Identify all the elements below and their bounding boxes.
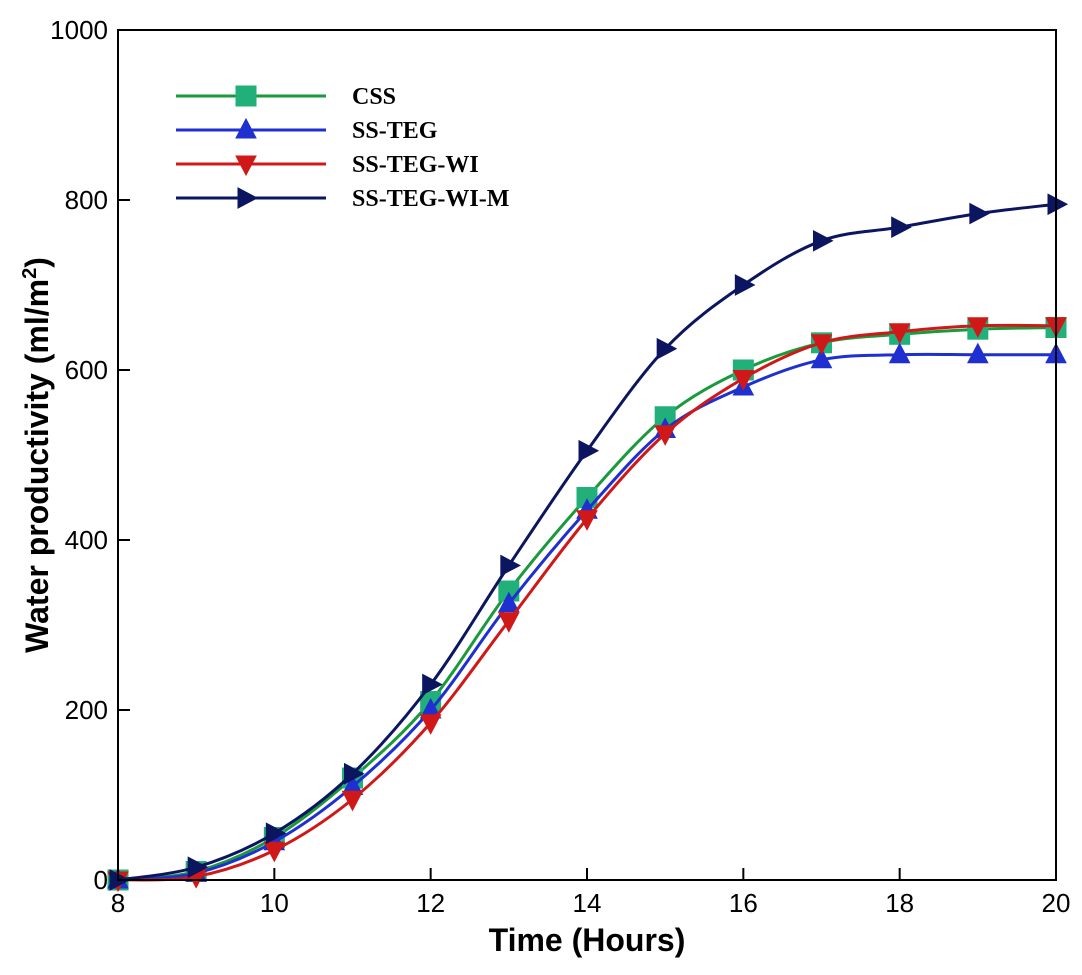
y-axis-title-close: ) [19,257,55,268]
data-point-ss-teg-wi [576,510,598,531]
y-tick-label: 800 [65,185,108,215]
y-axis-title-main: Water productivity (ml/m [19,279,55,653]
data-point-ss-teg-wi-m [500,554,521,577]
data-point-ss-teg-wi [498,612,520,633]
data-point-ss-teg-wi [967,317,989,338]
data-point-ss-teg [967,342,989,364]
data-point-ss-teg-wi [263,841,286,863]
y-axis-title: Water productivity (ml/m2) [19,257,55,653]
legend-label: SS-TEG [352,118,438,144]
plot-frame [117,29,1057,881]
data-point-ss-teg [810,347,833,369]
data-point-ss-teg-wi-m [578,439,600,462]
data-point-ss-teg-wi [341,790,364,812]
y-tick-label: 400 [65,525,108,555]
data-point-ss-teg-wi [654,425,676,446]
data-point-ss-teg-wi [888,323,911,344]
x-tick-label: 16 [729,888,758,918]
data-point-ss-teg-wi-m [265,822,287,845]
data-point-ss-teg-wi-m [891,216,912,239]
x-tick-label: 18 [885,888,914,918]
legend-item-ss-teg: SS-TEG [176,117,438,144]
data-point-ss-teg-wi-m [656,337,678,360]
x-tick-label: 14 [573,888,602,918]
data-point-ss-teg-wi-m [813,229,834,252]
data-point-ss-teg-wi-m [422,673,443,696]
legend-marker [235,117,257,139]
data-point-ss-teg-wi-m [969,202,990,225]
legend-label: SS-TEG-WI-M [352,186,509,212]
y-tick-label: 1000 [50,15,108,45]
legend-item-ss-teg-wi: SS-TEG-WI [176,152,479,178]
legend-marker [235,155,257,177]
legend-marker [237,187,259,209]
y-tick-label: 0 [94,865,108,895]
series-ss-teg-wi-m [109,193,1069,891]
x-axis-title: Time (Hours) [489,922,686,958]
y-axis-title-superscript: 2 [19,268,41,279]
data-point-ss-teg-wi [732,370,755,391]
data-point-ss-teg [888,342,911,364]
x-tick-label: 20 [1042,888,1071,918]
data-point-ss-teg [498,591,520,613]
series-layer [107,193,1069,893]
data-point-ss-teg-wi-m [344,762,365,785]
legend-item-ss-teg-wi-m: SS-TEG-WI-M [176,186,509,212]
legend-label: CSS [352,84,396,110]
data-point-ss-teg-wi-m [187,856,209,879]
x-tick-label: 10 [260,888,289,918]
x-tick-label: 12 [416,888,445,918]
data-point-ss-teg-wi [810,334,833,355]
data-point-ss-teg-wi-m [734,274,756,296]
data-point-ss-teg-wi [419,714,442,735]
legend-item-css: CSS [176,84,396,110]
y-tick-label: 200 [65,695,108,725]
legend: CSS SS-TEG SS-TEG-WI SS-TEG-WI-M [176,84,509,212]
data-point-ss-teg-wi-m [1047,193,1069,216]
x-tick-label: 8 [111,888,125,918]
y-tick-label: 600 [65,355,108,385]
legend-marker [235,85,257,107]
legend-label: SS-TEG-WI [352,152,479,178]
